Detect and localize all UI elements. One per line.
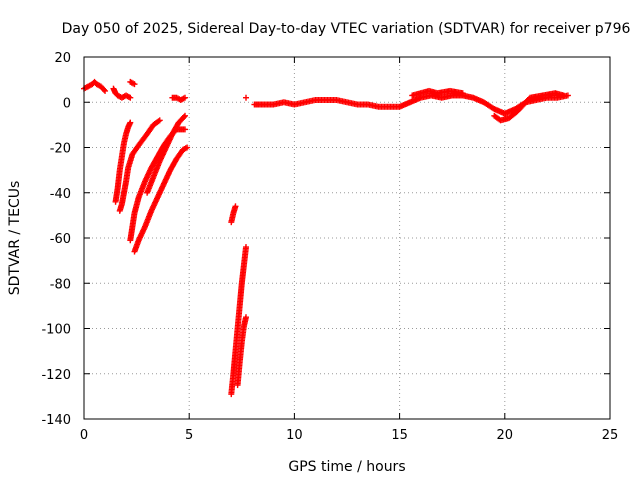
y-axis-label: SDTVAR / TECUs [7,181,23,296]
data-point [181,94,188,101]
plot-frame [83,56,611,420]
data-series [81,78,571,398]
data-point [181,126,188,133]
data-point [127,94,134,101]
x-tick-label: 5 [185,428,193,443]
y-tick-label: 0 [63,96,71,111]
y-tick-label: -80 [50,277,71,292]
x-tick-label: 25 [602,428,619,443]
x-tick-label: 0 [80,428,88,443]
x-tick-label: 20 [497,428,514,443]
y-tick-label: -100 [41,323,71,338]
data-point [100,86,107,93]
data-point [459,90,466,97]
data-point [131,81,138,88]
data-point [127,119,134,126]
data-point [156,117,163,124]
data-point [560,92,567,99]
data-point [243,244,250,251]
x-tick-label: 10 [286,428,303,443]
data-point [155,118,162,125]
data-point [243,94,250,101]
y-tick-label: -20 [50,142,71,157]
chart-title: Day 050 of 2025, Sidereal Day-to-day VTE… [62,21,631,37]
data-point [181,112,188,119]
y-tick-label: -60 [50,232,71,247]
y-tick-label: -40 [50,187,71,202]
data-point [243,314,250,321]
y-tick-label: -120 [41,368,71,383]
y-tick-label: 20 [54,51,71,66]
tick-labels: 0 5 10 15 20 25 20 0 -20 -40 -60 -80 -100 -120 -140 [41,51,618,443]
data-point [184,144,191,151]
y-tick-label: -140 [41,413,71,428]
data-point [232,203,239,210]
data-point [102,87,109,94]
data-point [180,113,187,120]
x-tick-label: 15 [391,428,408,443]
x-axis-label: GPS time / hours [288,459,405,475]
